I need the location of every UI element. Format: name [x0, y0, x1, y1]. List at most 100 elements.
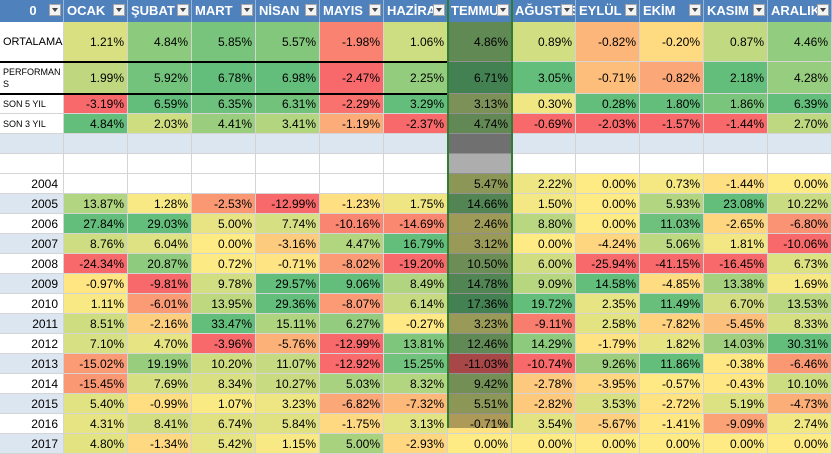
filter-dropdown-icon[interactable] [49, 4, 61, 16]
summary-cell[interactable]: -2.29% [320, 94, 384, 114]
year-cell[interactable]: 23.08% [704, 194, 768, 214]
summary-cell[interactable]: 4.86% [448, 22, 512, 62]
year-cell[interactable] [384, 174, 448, 194]
year-cell[interactable]: -4.85% [640, 274, 704, 294]
year-cell[interactable]: 0.00% [448, 434, 512, 454]
year-cell[interactable]: 7.10% [64, 334, 128, 354]
year-cell[interactable]: 27.84% [64, 214, 128, 234]
year-cell[interactable]: -4.24% [576, 234, 640, 254]
year-cell[interactable]: -2.82% [512, 394, 576, 414]
summary-cell[interactable]: 4.28% [768, 62, 832, 94]
column-header-6[interactable]: HAZİRAN [384, 0, 448, 22]
empty-cell[interactable] [64, 134, 128, 154]
year-cell[interactable]: 9.42% [448, 374, 512, 394]
summary-cell[interactable]: 4.46% [768, 22, 832, 62]
summary-cell[interactable]: 0.87% [704, 22, 768, 62]
empty-cell[interactable] [64, 154, 128, 174]
year-cell[interactable]: -2.16% [128, 314, 192, 334]
year-cell[interactable]: 2.46% [448, 214, 512, 234]
filter-dropdown-icon[interactable] [433, 4, 445, 16]
filter-dropdown-icon[interactable] [689, 4, 701, 16]
empty-cell[interactable] [704, 134, 768, 154]
year-cell[interactable]: 6.73% [768, 254, 832, 274]
year-cell[interactable]: 3.23% [448, 314, 512, 334]
year-cell[interactable]: -25.94% [576, 254, 640, 274]
year-cell[interactable]: 3.54% [512, 414, 576, 434]
year-cell[interactable]: -8.02% [320, 254, 384, 274]
year-cell[interactable]: 13.53% [768, 294, 832, 314]
year-cell[interactable]: 15.11% [256, 314, 320, 334]
year-cell[interactable]: 11.86% [640, 354, 704, 374]
year-cell[interactable]: 5.47% [448, 174, 512, 194]
year-cell[interactable]: -14.69% [384, 214, 448, 234]
empty-cell[interactable] [384, 134, 448, 154]
year-cell[interactable]: 33.47% [192, 314, 256, 334]
year-cell[interactable]: 0.00% [512, 434, 576, 454]
year-cell[interactable]: 1.15% [256, 434, 320, 454]
year-cell[interactable]: -2.65% [704, 214, 768, 234]
year-cell[interactable]: -0.71% [448, 414, 512, 434]
year-cell[interactable] [64, 174, 128, 194]
year-cell[interactable]: 5.00% [320, 434, 384, 454]
summary-cell[interactable]: 4.84% [128, 22, 192, 62]
year-cell[interactable]: 13.87% [64, 194, 128, 214]
year-cell[interactable]: 1.07% [192, 394, 256, 414]
empty-cell[interactable] [128, 134, 192, 154]
year-cell[interactable]: 0.00% [640, 434, 704, 454]
year-cell[interactable]: 29.03% [128, 214, 192, 234]
year-cell[interactable]: 9.26% [576, 354, 640, 374]
corner-filter-cell[interactable]: 0 [0, 0, 64, 22]
year-cell[interactable]: -0.57% [640, 374, 704, 394]
summary-cell[interactable]: 4.74% [448, 114, 512, 134]
empty-cell[interactable] [192, 154, 256, 174]
summary-cell[interactable]: 6.35% [192, 94, 256, 114]
summary-cell[interactable]: 2.25% [384, 62, 448, 94]
year-cell[interactable]: 13.38% [704, 274, 768, 294]
year-cell[interactable]: -2.53% [192, 194, 256, 214]
year-cell[interactable]: -12.92% [320, 354, 384, 374]
filter-dropdown-icon[interactable] [753, 4, 765, 16]
year-cell[interactable]: 5.51% [448, 394, 512, 414]
empty-cell[interactable] [256, 134, 320, 154]
year-cell[interactable]: 1.81% [704, 234, 768, 254]
column-header-11[interactable]: KASIM [704, 0, 768, 22]
summary-cell[interactable]: 6.59% [128, 94, 192, 114]
filter-dropdown-icon[interactable] [113, 4, 125, 16]
summary-cell[interactable]: 1.99% [64, 62, 128, 94]
filter-dropdown-icon[interactable] [369, 4, 381, 16]
year-cell[interactable]: -3.95% [576, 374, 640, 394]
summary-cell[interactable]: -0.71% [576, 62, 640, 94]
year-cell[interactable]: -9.11% [512, 314, 576, 334]
year-cell[interactable]: 0.00% [576, 434, 640, 454]
summary-cell[interactable]: 0.28% [576, 94, 640, 114]
summary-cell[interactable]: 1.06% [384, 22, 448, 62]
year-cell[interactable]: 5.93% [640, 194, 704, 214]
summary-cell[interactable]: 4.41% [192, 114, 256, 134]
year-cell[interactable]: 5.40% [64, 394, 128, 414]
year-cell[interactable]: 1.11% [64, 294, 128, 314]
year-cell[interactable]: 7.74% [256, 214, 320, 234]
summary-cell[interactable]: -0.82% [576, 22, 640, 62]
empty-cell[interactable] [320, 154, 384, 174]
summary-cell[interactable]: -3.19% [64, 94, 128, 114]
year-cell[interactable]: 20.87% [128, 254, 192, 274]
empty-cell[interactable] [640, 134, 704, 154]
year-cell[interactable]: 9.78% [192, 274, 256, 294]
column-header-10[interactable]: EKİM [640, 0, 704, 22]
summary-cell[interactable]: -2.03% [576, 114, 640, 134]
year-cell[interactable]: 8.49% [384, 274, 448, 294]
year-cell[interactable]: 0.00% [768, 434, 832, 454]
empty-cell[interactable] [192, 134, 256, 154]
year-cell[interactable]: 6.04% [128, 234, 192, 254]
year-cell[interactable]: 3.23% [256, 394, 320, 414]
empty-cell[interactable] [128, 154, 192, 174]
summary-cell[interactable]: 2.18% [704, 62, 768, 94]
year-cell[interactable] [192, 174, 256, 194]
year-cell[interactable]: 13.95% [192, 294, 256, 314]
year-cell[interactable]: -10.06% [768, 234, 832, 254]
column-header-2[interactable]: ŞUBAT [128, 0, 192, 22]
year-cell[interactable]: 7.69% [128, 374, 192, 394]
year-cell[interactable]: -0.97% [64, 274, 128, 294]
column-header-7[interactable]: TEMMUZ [448, 0, 512, 22]
column-header-12[interactable]: ARALIK [768, 0, 832, 22]
